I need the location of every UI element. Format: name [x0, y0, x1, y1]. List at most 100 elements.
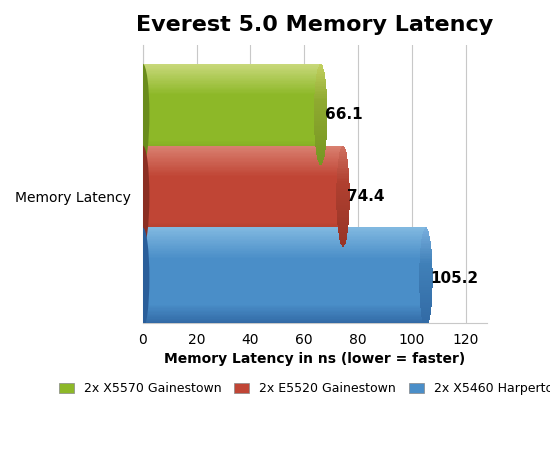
Bar: [314, 110, 327, 111]
Bar: [315, 91, 327, 93]
Bar: [314, 113, 327, 115]
Bar: [338, 159, 348, 161]
Bar: [421, 241, 431, 242]
Bar: [142, 171, 343, 172]
Bar: [314, 119, 327, 121]
Bar: [424, 325, 428, 327]
Bar: [420, 253, 432, 255]
Bar: [419, 275, 433, 277]
Bar: [424, 229, 428, 231]
Bar: [142, 163, 343, 165]
Bar: [314, 97, 327, 99]
Bar: [142, 195, 343, 196]
Bar: [337, 217, 349, 218]
Bar: [142, 314, 426, 315]
Bar: [142, 229, 343, 230]
Bar: [142, 197, 343, 199]
Bar: [142, 121, 321, 122]
Bar: [424, 231, 428, 233]
Bar: [317, 69, 324, 71]
Bar: [142, 167, 343, 168]
Bar: [421, 244, 431, 246]
Bar: [419, 266, 432, 268]
Bar: [420, 299, 432, 300]
Bar: [142, 146, 321, 147]
Bar: [316, 80, 326, 82]
Bar: [340, 151, 346, 152]
Bar: [142, 230, 343, 232]
Bar: [315, 89, 327, 91]
Bar: [419, 285, 433, 286]
Bar: [337, 178, 349, 179]
Bar: [337, 212, 349, 213]
Bar: [142, 230, 426, 231]
Bar: [142, 148, 343, 149]
Bar: [337, 171, 349, 173]
Bar: [315, 138, 327, 140]
Bar: [142, 218, 343, 219]
Bar: [142, 70, 321, 71]
Bar: [338, 232, 348, 234]
Bar: [142, 126, 321, 127]
Bar: [317, 72, 324, 74]
Bar: [142, 85, 321, 87]
Bar: [420, 302, 432, 303]
Bar: [142, 176, 343, 177]
Bar: [142, 92, 321, 93]
Bar: [142, 281, 426, 282]
Bar: [142, 162, 321, 164]
Bar: [421, 239, 431, 241]
Bar: [142, 285, 426, 287]
Bar: [142, 71, 321, 73]
Bar: [318, 162, 323, 163]
Bar: [142, 88, 321, 89]
Bar: [142, 149, 321, 150]
Bar: [142, 181, 343, 183]
Bar: [142, 208, 343, 209]
Bar: [337, 215, 349, 217]
Bar: [420, 258, 432, 259]
Bar: [316, 148, 326, 150]
Bar: [142, 178, 343, 180]
Bar: [337, 218, 349, 220]
Ellipse shape: [136, 227, 150, 329]
Bar: [339, 152, 347, 154]
Bar: [142, 183, 343, 185]
Bar: [338, 225, 349, 227]
Bar: [142, 139, 321, 140]
Bar: [314, 126, 327, 128]
Bar: [340, 240, 346, 242]
Bar: [142, 99, 321, 101]
Bar: [340, 242, 346, 243]
Bar: [142, 293, 426, 294]
Bar: [142, 132, 321, 133]
Bar: [142, 147, 343, 148]
Bar: [142, 222, 343, 223]
Bar: [142, 191, 343, 192]
Bar: [142, 271, 426, 272]
Bar: [142, 248, 426, 249]
Bar: [315, 145, 326, 146]
Bar: [420, 263, 432, 264]
Bar: [337, 173, 349, 174]
Bar: [142, 263, 426, 264]
Bar: [337, 186, 350, 188]
Bar: [337, 208, 349, 210]
Bar: [142, 175, 343, 176]
Bar: [142, 238, 343, 239]
Bar: [142, 239, 343, 241]
Bar: [420, 305, 432, 307]
Bar: [142, 321, 426, 322]
Bar: [142, 89, 321, 90]
Bar: [142, 240, 426, 241]
Bar: [142, 320, 426, 321]
Text: 74.4: 74.4: [347, 189, 384, 204]
Bar: [142, 122, 321, 123]
Bar: [142, 251, 426, 253]
Bar: [315, 84, 326, 86]
Bar: [421, 312, 431, 314]
Bar: [142, 147, 321, 149]
Bar: [142, 214, 343, 215]
Bar: [142, 102, 321, 103]
Bar: [142, 209, 343, 210]
